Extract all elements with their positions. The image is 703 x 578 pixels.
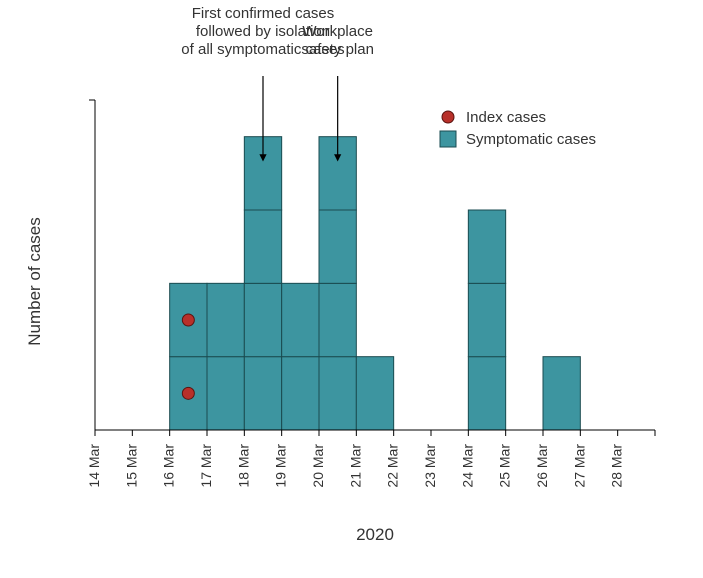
index-case-marker (182, 314, 194, 326)
bar-cell (356, 357, 393, 430)
bar-cell (207, 357, 244, 430)
legend-index-label: Index cases (466, 109, 546, 126)
bar-cell (468, 210, 505, 283)
x-tick-label: 17 Mar (198, 444, 214, 488)
index-case-marker (182, 387, 194, 399)
bar-cell (244, 210, 281, 283)
legend-index-marker (442, 111, 454, 123)
legend: Index cases Symptomatic cases (440, 109, 596, 148)
x-tick-label: 14 Mar (86, 444, 102, 488)
x-tick-label: 16 Mar (161, 444, 177, 488)
x-tick-label: 18 Mar (235, 444, 251, 488)
x-tick-label: 21 Mar (347, 444, 363, 488)
x-ticks-group: 14 Mar 15 Mar 16 Mar 17 Mar 18 Mar 19 Mar 20 M… (86, 430, 625, 488)
bar-cell (244, 283, 281, 356)
x-tick-label: 24 Mar (459, 444, 475, 488)
bars-group (170, 137, 581, 430)
y-axis-label: Number of cases (25, 217, 44, 346)
annotation-workplace-plan: Workplacesafety plan (301, 23, 374, 160)
annotation-workplace-plan-line: Workplace (302, 23, 373, 40)
x-tick-label: 23 Mar (422, 444, 438, 488)
x-tick-label: 19 Mar (273, 444, 289, 488)
bar-cell (468, 283, 505, 356)
bar-cell (319, 357, 356, 430)
x-tick-label: 22 Mar (385, 444, 401, 488)
x-tick-label: 27 Mar (571, 444, 587, 488)
bar-cell (319, 283, 356, 356)
bar-cell (244, 357, 281, 430)
legend-symptomatic-label: Symptomatic cases (466, 131, 596, 148)
x-tick-label: 28 Mar (609, 444, 625, 488)
x-tick-label: 15 Mar (123, 444, 139, 488)
chart-svg: 14 Mar 15 Mar 16 Mar 17 Mar 18 Mar 19 Mar 20 M… (0, 0, 703, 578)
legend-symptomatic-marker (440, 131, 456, 147)
x-tick-label: 20 Mar (310, 444, 326, 488)
bar-cell (319, 210, 356, 283)
bar-cell (468, 357, 505, 430)
bar-cell (543, 357, 580, 430)
epidemic-curve-chart: 14 Mar 15 Mar 16 Mar 17 Mar 18 Mar 19 Mar 20 M… (0, 0, 703, 578)
x-axis-label: 2020 (356, 525, 394, 544)
annotation-first-confirmed-line: First confirmed cases (192, 5, 335, 22)
bar-cell (207, 283, 244, 356)
x-tick-label: 26 Mar (534, 444, 550, 488)
x-tick-label: 25 Mar (497, 444, 513, 488)
bar-cell (282, 283, 319, 356)
bar-cell (282, 357, 319, 430)
annotation-workplace-plan-line: safety plan (301, 41, 374, 58)
